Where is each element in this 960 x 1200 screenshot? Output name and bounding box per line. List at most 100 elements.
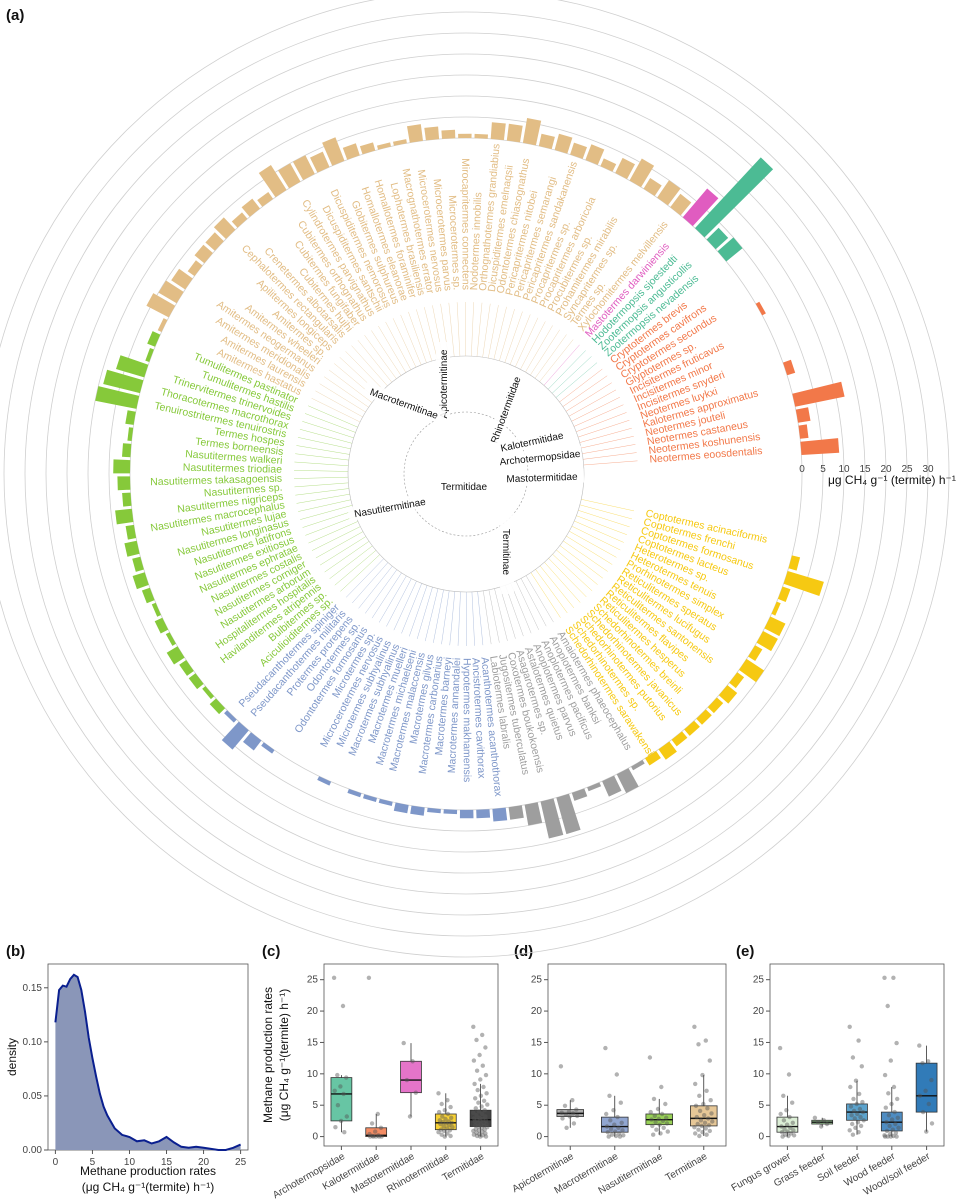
data-point (481, 1120, 486, 1126)
bar-Nasutitermitinae (122, 443, 132, 458)
bar-Nasutitermitinae (125, 524, 137, 540)
tree-tip (300, 505, 353, 520)
bar-Apicotermitinae (508, 805, 524, 820)
data-point (699, 1123, 704, 1129)
tree-tip (539, 565, 575, 609)
data-point (693, 1103, 699, 1109)
tree-tip (319, 536, 367, 566)
tree-tip (329, 545, 373, 579)
tree-tip (510, 583, 532, 634)
data-point (440, 1114, 445, 1119)
bar-Termitinae (187, 260, 203, 277)
data-point (652, 1113, 657, 1119)
data-point (693, 1081, 698, 1087)
bar-Rhinotermitidae (718, 685, 738, 704)
family-label: Termitinae (500, 529, 511, 576)
bar-Hodotermitidae (706, 227, 729, 250)
tree-tip (578, 419, 630, 438)
data-point (848, 1104, 854, 1109)
tree-tip (509, 314, 531, 365)
y-axis-label: Methane production rates (261, 987, 275, 1123)
data-point (855, 1120, 861, 1125)
bar-Termitinae (585, 144, 605, 165)
family-label-bg (422, 479, 506, 493)
data-point (369, 1121, 375, 1126)
tree-tip (581, 435, 634, 449)
data-point (917, 1043, 922, 1048)
x-tick-label: 20 (198, 1157, 210, 1168)
data-point (376, 1133, 381, 1138)
data-point (664, 1115, 669, 1121)
data-point (473, 1123, 478, 1128)
boxplot-c: 0510152025ArchotermopsidaeKalotermitidae… (261, 963, 499, 1200)
data-point (784, 1108, 789, 1113)
tree-tip (311, 397, 361, 423)
data-point (848, 1084, 853, 1090)
bar-Rhinotermitidae (739, 658, 765, 683)
bar-Macrotermitinae (224, 710, 237, 723)
radial-bars (95, 118, 845, 839)
data-point (888, 1058, 893, 1063)
tree-tip (302, 510, 354, 528)
box (690, 1105, 718, 1127)
family-label-bg (500, 510, 514, 594)
radial-tick-label: 30 (922, 464, 934, 475)
bar-Nasutitermitinae (122, 492, 132, 507)
tree-tip (583, 460, 638, 466)
data-point (665, 1129, 670, 1134)
bar-Termitinae (322, 137, 345, 166)
data-point (895, 1096, 900, 1102)
family-label-group: Mastotermitidae (499, 468, 585, 486)
data-point (895, 1115, 900, 1121)
data-point (885, 1134, 890, 1139)
data-point (894, 1040, 899, 1046)
bar-Macrotermitinae (261, 742, 275, 754)
species-label: Macrotermes annandalei (446, 658, 463, 774)
x-tick-label: Termitinae (664, 1151, 710, 1184)
data-point (781, 1118, 787, 1123)
box (915, 1062, 938, 1113)
y-tick-label: 5 (312, 1100, 318, 1111)
tree-tip (299, 429, 353, 444)
data-point (560, 1116, 565, 1121)
data-point (861, 1118, 866, 1123)
bar-Macrotermitinae (476, 809, 491, 819)
data-point (786, 1072, 792, 1077)
family-label-bg (362, 382, 447, 425)
tree-tip (559, 368, 603, 403)
data-point (858, 1123, 864, 1129)
data-point (705, 1106, 710, 1111)
data-point (366, 975, 372, 980)
tree-tip (530, 329, 560, 376)
tree-tip (401, 583, 422, 634)
family-label-group: Termitinae (500, 510, 514, 594)
data-point (474, 1133, 480, 1139)
data-point (447, 1123, 452, 1128)
box (601, 1116, 629, 1133)
tree-tip (530, 572, 561, 618)
bar-Hodotermitidae (717, 237, 743, 262)
tree-tip (568, 389, 617, 417)
data-point (883, 1105, 888, 1110)
x-tick-label: 10 (124, 1157, 136, 1168)
data-point (707, 1128, 712, 1134)
data-point (855, 1111, 860, 1117)
radial-tick-label: 5 (820, 464, 826, 475)
data-point (660, 1118, 666, 1124)
data-point (779, 1130, 785, 1135)
panel-label-d: (d) (514, 943, 533, 960)
data-point (371, 1134, 376, 1139)
bar-Apicotermitinae (602, 775, 622, 797)
data-point (373, 1134, 379, 1139)
data-point (664, 1121, 670, 1126)
bar-Rhinotermitidae (771, 601, 781, 616)
bar-Termitinae (158, 280, 184, 304)
data-point (613, 1133, 619, 1139)
bar-Rhinotermitidae (729, 672, 745, 689)
bar-Termitinae (506, 123, 523, 143)
y-tick-label: 15 (307, 1037, 319, 1048)
radial-tick-label: 20 (880, 464, 892, 475)
data-point (659, 1084, 664, 1090)
tree-tip (535, 569, 568, 614)
data-point (612, 1122, 617, 1127)
